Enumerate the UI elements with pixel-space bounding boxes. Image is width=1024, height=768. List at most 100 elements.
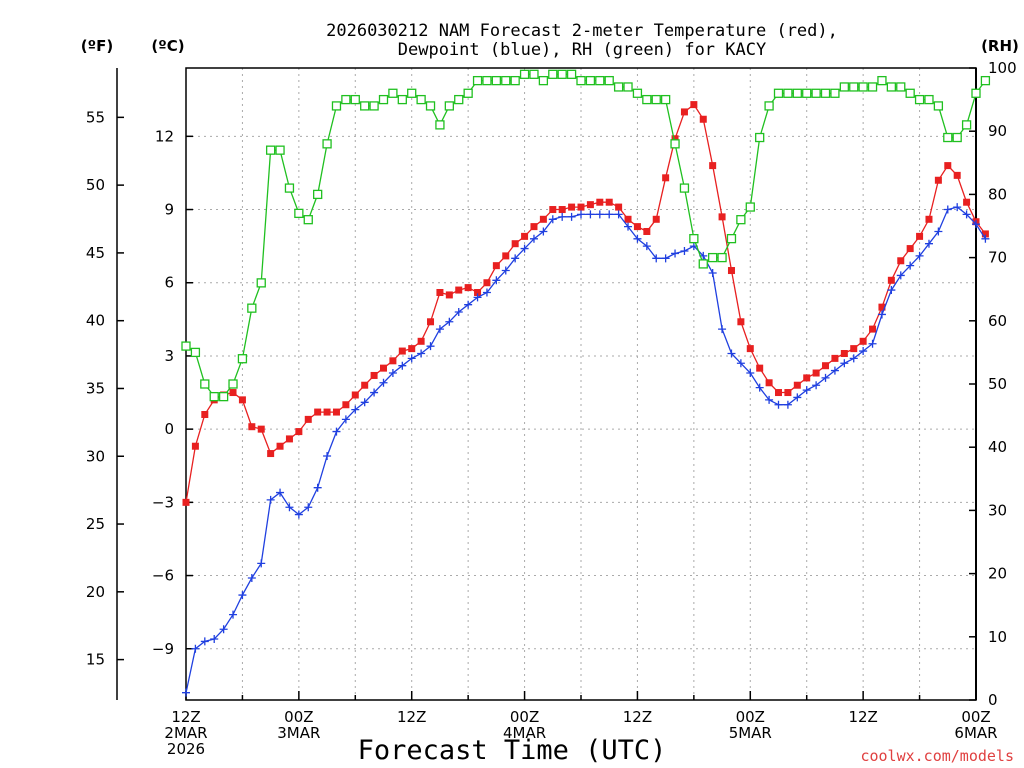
temperature-point bbox=[793, 381, 801, 389]
rh-point bbox=[472, 75, 483, 86]
temperature-point bbox=[229, 389, 237, 397]
dewpoint-point bbox=[595, 210, 604, 219]
temperature-point bbox=[934, 176, 942, 184]
dewpoint-point bbox=[708, 268, 717, 277]
dewpoint-point bbox=[915, 251, 924, 260]
dewpoint-point bbox=[859, 347, 868, 356]
rh-point bbox=[331, 101, 342, 111]
dewpoint-point bbox=[614, 210, 623, 219]
dewpoint-point bbox=[887, 286, 896, 295]
rh-point bbox=[802, 88, 812, 98]
celsius-tick-label: 6 bbox=[164, 274, 174, 292]
temperature-point bbox=[568, 203, 576, 211]
fahrenheit-tick-label: 40 bbox=[86, 312, 105, 330]
temperature-point bbox=[201, 411, 209, 419]
dewpoint-point bbox=[642, 242, 651, 251]
temperature-point bbox=[558, 206, 566, 214]
x-tick-label: 6MAR bbox=[954, 724, 997, 742]
temperature-point bbox=[671, 135, 679, 143]
temperature-line bbox=[185, 103, 986, 503]
rh-point bbox=[877, 75, 887, 86]
x-tick-label: 12Z bbox=[171, 708, 200, 726]
temperature-point bbox=[878, 303, 886, 311]
rh-point bbox=[435, 120, 445, 130]
dewpoint-point bbox=[313, 483, 322, 492]
dewpoint-point bbox=[943, 205, 952, 214]
x-tick-label: 12Z bbox=[623, 708, 652, 726]
dewpoint-point bbox=[671, 249, 680, 258]
rh-point bbox=[623, 82, 633, 92]
temperature-point bbox=[718, 213, 726, 221]
rh-point bbox=[491, 75, 502, 86]
celsius-tick-label: −9 bbox=[152, 640, 174, 658]
dewpoint-point bbox=[577, 210, 585, 219]
temperature-point bbox=[389, 357, 397, 365]
dewpoint-point bbox=[247, 573, 256, 582]
rh-point bbox=[275, 145, 285, 155]
rh-tick-label: 0 bbox=[988, 691, 998, 709]
dewpoint-point bbox=[266, 495, 275, 504]
rh-point bbox=[595, 75, 605, 86]
dewpoint-point bbox=[511, 254, 520, 263]
temperature-point bbox=[822, 362, 830, 370]
chart-title-line-1: 2026030212 NAM Forecast 2-meter Temperat… bbox=[326, 21, 838, 41]
dewpoint-point bbox=[746, 369, 755, 378]
rh-point bbox=[773, 88, 784, 98]
temperature-point bbox=[925, 215, 933, 223]
dewpoint-point bbox=[558, 212, 567, 221]
rh-point bbox=[378, 94, 389, 105]
temperature-point bbox=[643, 227, 651, 235]
temperature-point bbox=[445, 291, 453, 299]
dewpoint-point bbox=[765, 395, 774, 404]
temperature-point bbox=[784, 389, 792, 397]
rh-point bbox=[914, 94, 925, 105]
rh-point bbox=[397, 94, 407, 105]
rh-point bbox=[820, 88, 831, 98]
temperature-point bbox=[596, 198, 604, 206]
celsius-tick-label: −6 bbox=[152, 567, 174, 585]
temperature-point bbox=[492, 262, 500, 270]
dewpoint-point bbox=[238, 591, 247, 600]
series-rh bbox=[181, 69, 991, 402]
temperature-point bbox=[342, 401, 350, 409]
dewpoint-point bbox=[351, 405, 360, 414]
temperature-point bbox=[652, 215, 660, 223]
celsius-tick-label: 12 bbox=[155, 127, 174, 145]
temperature-point bbox=[380, 364, 387, 372]
chart-title-line-2: Dewpoint (blue), RH (green) for KACY bbox=[398, 40, 766, 60]
rh-point bbox=[388, 88, 398, 98]
rh-point bbox=[792, 88, 802, 98]
rh-line bbox=[185, 73, 986, 398]
temperature-point bbox=[267, 450, 275, 458]
fahrenheit-tick-label: 20 bbox=[86, 583, 105, 601]
rh-point bbox=[209, 391, 219, 402]
dewpoint-point bbox=[962, 210, 971, 219]
rh-tick-label: 70 bbox=[988, 249, 1007, 267]
rh-point bbox=[200, 379, 210, 389]
rh-point bbox=[952, 132, 962, 143]
rh-point bbox=[755, 132, 765, 143]
temperature-point bbox=[859, 337, 867, 345]
rh-point bbox=[425, 101, 436, 111]
rh-point bbox=[190, 347, 201, 358]
dewpoint-point bbox=[323, 451, 332, 460]
dewpoint-point bbox=[360, 398, 369, 407]
series-dewpoint bbox=[182, 203, 990, 697]
dewpoint-point bbox=[840, 359, 849, 368]
celsius-tick-label: 3 bbox=[164, 347, 174, 365]
fahrenheit-tick-label: 45 bbox=[86, 244, 105, 262]
temperature-point bbox=[577, 203, 585, 211]
temperature-point bbox=[332, 408, 340, 416]
rh-point bbox=[463, 88, 473, 98]
rh-point bbox=[708, 252, 718, 263]
rh-point bbox=[896, 82, 906, 92]
dewpoint-point bbox=[417, 349, 426, 358]
rh-point bbox=[745, 202, 755, 212]
temperature-point bbox=[709, 162, 717, 170]
dewpoint-point bbox=[276, 488, 285, 497]
temperature-point bbox=[276, 442, 284, 450]
dewpoint-point bbox=[388, 369, 397, 378]
rh-point bbox=[830, 88, 840, 98]
dewpoint-point bbox=[755, 383, 764, 392]
fahrenheit-tick-label: 50 bbox=[86, 176, 105, 194]
